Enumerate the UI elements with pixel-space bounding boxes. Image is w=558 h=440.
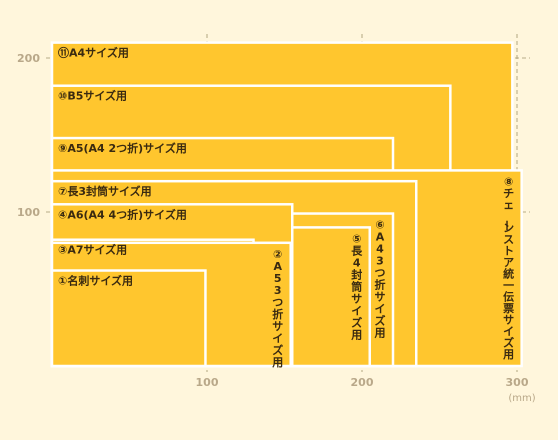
paper-label-1: ⑪A4サイズ用 xyxy=(58,46,129,60)
paper-labels: ⑪A4サイズ用 ⑩B5サイズ用 ⑨A5(A4 2つ折)サイズ用 ⑧ チェーンストア統一伝… xyxy=(58,46,514,369)
x-tick-label-100: 100 xyxy=(196,376,219,389)
paper-label-2: ⑩B5サイズ用 xyxy=(58,89,127,103)
axis-labels: 100 200 300 100 200 xyxy=(17,52,529,389)
paper-label-9: ③A7サイズ用 xyxy=(58,243,127,257)
y-tick-label-200: 200 xyxy=(17,52,40,65)
unit-label: (mm) xyxy=(508,393,535,404)
x-tick-label-200: 200 xyxy=(351,376,374,389)
paper-label-7: ⑤ 長 4 封筒サイズ用 xyxy=(351,232,363,341)
y-tick-label-100: 100 xyxy=(17,206,40,219)
x-tick-label-300: 300 xyxy=(506,376,529,389)
paper-label-11: ①名刺サイズ用 xyxy=(58,274,133,288)
paper-label-3: ⑨A5(A4 2つ折)サイズ用 xyxy=(58,141,187,155)
paper-label-10: ② A 5 3 つ折サイズ用 xyxy=(272,248,283,369)
paper-label-8: ④A6(A4 4つ折)サイズ用 xyxy=(58,207,187,221)
paper-rectangles xyxy=(50,41,523,368)
paper-label-6: ⑥ A 4 3 つ折サイズ用 xyxy=(375,219,386,340)
paper-label-4: ⑧ チェーンストア統一伝票サイズ用 xyxy=(500,175,514,361)
paper-label-5: ⑦長3封筒サイズ用 xyxy=(58,184,152,198)
paper-rect-11 xyxy=(50,269,207,368)
